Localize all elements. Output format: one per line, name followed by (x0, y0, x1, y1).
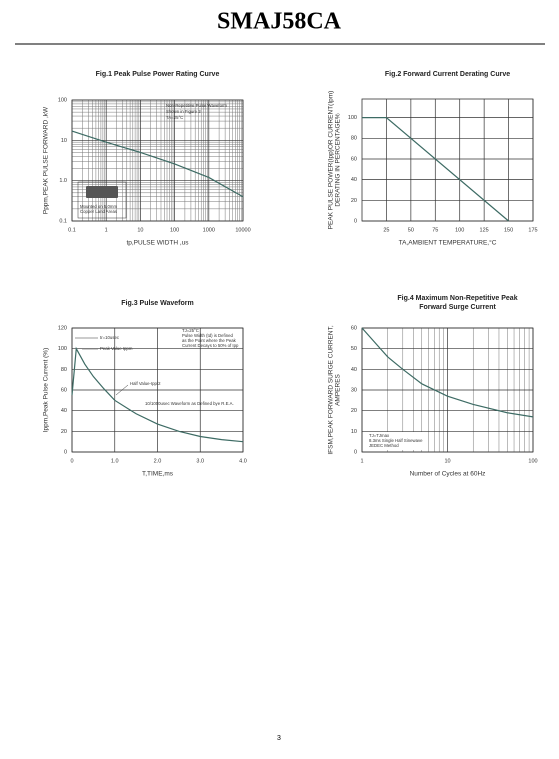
data-line (361, 327, 534, 418)
x-axis-label: T,TIME,ms (142, 471, 174, 478)
x-tick-label: 4.0 (239, 458, 247, 464)
annotation: TA=25°C (166, 115, 183, 120)
x-tick-label: 1 (105, 227, 108, 233)
note-box (77, 181, 127, 219)
x-tick-label: 150 (504, 227, 513, 233)
chart-title: Fig.4 Maximum Non-Repetitive Peak (397, 295, 517, 302)
note-box (366, 432, 424, 450)
x-tick-label: 0 (70, 458, 73, 464)
x-tick-label: 3.0 (196, 458, 204, 464)
page-number: 3 (277, 735, 281, 742)
y-tick-label: 120 (58, 325, 67, 331)
data-line (71, 346, 244, 443)
y-tick-label: 0 (64, 449, 67, 455)
y-tick-label: 60 (351, 325, 357, 331)
annotation: JEDEC Method (369, 443, 399, 448)
data-line (362, 117, 509, 222)
chart-title: Fig.3 Pulse Waveform (121, 300, 193, 307)
x-axis-label: tp,PULSE WIDTH ,us (126, 240, 189, 247)
annotation: TJ=25°C (182, 328, 199, 333)
annotation: Shown in Figure 3 (166, 109, 201, 114)
x-tick-label: 10000 (235, 227, 250, 233)
y-tick-label: 100 (58, 97, 67, 103)
annotation: Pulse Width (td) is Defined (182, 333, 233, 338)
plot-area (71, 99, 244, 222)
x-tick-label: 10 (137, 227, 143, 233)
annotation: tr=10usec (100, 335, 120, 340)
chart-title: Forward Surge Current (419, 304, 496, 311)
y-axis-label: PEAK PULSE POWER(Ipp)OR CURRENT(Ipm) (328, 91, 335, 230)
y-tick-label: 40 (351, 177, 357, 183)
y-tick-label: 80 (61, 367, 67, 373)
x-tick-label: 10 (444, 458, 450, 464)
annotation: Mounted on 5.0mm (80, 204, 117, 209)
y-axis-label: IFSM,PEAK FORWARD SURGE CURRENT, (328, 325, 335, 454)
x-axis-label: Number of Cycles at 60Hz (410, 471, 486, 478)
x-tick-label: 1.0 (111, 458, 119, 464)
annotation: Copper Land Areas (80, 209, 117, 214)
y-tick-label: 60 (61, 387, 67, 393)
annotation: Current Decays to 50% of Ipp (182, 343, 239, 348)
chart-title: Fig.2 Forward Current Derating Curve (385, 71, 510, 78)
y-tick-label: 1.0 (59, 178, 67, 184)
annotation: as the Point where the Peak (182, 338, 237, 343)
y-axis-label: AMPERES (335, 373, 342, 405)
y-tick-label: 10 (351, 429, 357, 435)
annotation: 8.3ms Single Half Sinewave (369, 438, 423, 443)
x-tick-label: 2.0 (154, 458, 162, 464)
annotation: Half Value-Ipp/2 (130, 381, 161, 386)
y-tick-label: 100 (58, 346, 67, 352)
chart-title: Fig.1 Peak Pulse Power Rating Curve (96, 71, 220, 78)
package-icon (86, 186, 118, 198)
y-tick-label: 30 (351, 387, 357, 393)
arrow (115, 384, 129, 396)
annotation: Peak Value Ippm (100, 346, 133, 351)
x-tick-label: 50 (408, 227, 414, 233)
x-tick-label: 0.1 (68, 227, 76, 233)
y-axis-label: Ippm,Peak Pulse Current (%) (43, 348, 50, 433)
x-tick-label: 1000 (203, 227, 215, 233)
y-tick-label: 0 (354, 449, 357, 455)
y-axis-label: DERATING IN PERCENTAGE% (335, 113, 342, 207)
y-tick-label: 20 (351, 408, 357, 414)
annotation: TJ=TJmax (369, 433, 390, 438)
y-tick-label: 80 (351, 136, 357, 142)
x-tick-label: 75 (432, 227, 438, 233)
x-tick-label: 100 (528, 458, 537, 464)
x-tick-label: 100 (170, 227, 179, 233)
y-tick-label: 40 (61, 408, 67, 414)
y-tick-label: 0 (354, 218, 357, 224)
annotation: Non-Repetitive Pulse Waveform (166, 103, 227, 108)
y-tick-label: 20 (351, 198, 357, 204)
y-tick-label: 50 (351, 346, 357, 352)
y-tick-label: 40 (351, 367, 357, 373)
annotation: 10/1000usec Waveform as Defined bye R.E.… (145, 401, 234, 406)
x-tick-label: 1 (360, 458, 363, 464)
page-title: SMAJ58CA (217, 9, 342, 35)
x-tick-label: 175 (528, 227, 537, 233)
x-axis-label: TA,AMBIENT TEMPERATURE,°C (399, 239, 497, 247)
x-tick-label: 25 (383, 227, 389, 233)
data-line (71, 130, 244, 198)
y-tick-label: 60 (351, 156, 357, 162)
y-tick-label: 0.1 (59, 218, 67, 224)
y-tick-label: 10 (61, 138, 67, 144)
x-tick-label: 100 (455, 227, 464, 233)
y-axis-label: Pppm,PEAK PULSE FORWARD ,kW (43, 106, 50, 214)
y-tick-label: 100 (348, 115, 357, 121)
x-tick-label: 125 (480, 227, 489, 233)
y-tick-label: 20 (61, 429, 67, 435)
